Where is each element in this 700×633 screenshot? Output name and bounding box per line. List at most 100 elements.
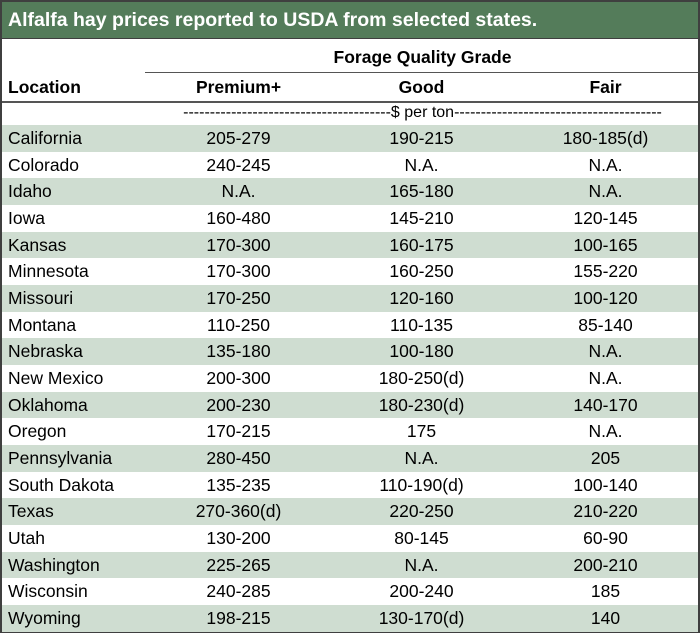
group-header: Forage Quality Grade [333, 47, 512, 67]
table-row: Colorado 240-245 N.A. N.A. [2, 152, 698, 179]
premium-price-cell: 160-480 [206, 208, 271, 229]
premium-price-cell: 135-180 [206, 341, 271, 362]
good-price-cell: 180-230(d) [378, 394, 465, 415]
location-cell: Utah [8, 528, 45, 549]
table-row: New Mexico 200-300 180-250(d) N.A. [2, 365, 698, 392]
good-price-cell: 180-250(d) [378, 368, 465, 389]
good-price-cell: 145-210 [389, 208, 454, 229]
table-row: Kansas 170-300 160-175 100-165 [2, 231, 698, 259]
premium-price-cell: 170-250 [206, 288, 271, 309]
good-price-cell: 220-250 [389, 501, 454, 522]
table-title: Alfalfa hay prices reported to USDA from… [2, 2, 698, 39]
good-price-cell: N.A. [404, 154, 439, 175]
fair-price-cell: 100-140 [573, 474, 638, 495]
location-cell: Wisconsin [8, 581, 88, 602]
location-cell: Washington [8, 554, 100, 575]
table-row: Nebraska 135-180 100-180 N.A. [2, 338, 698, 366]
good-price-cell: 200-240 [389, 581, 454, 602]
table-body: California 205-279 190-215 180-185(d) Colora… [2, 125, 698, 632]
fair-price-cell: N.A. [588, 421, 623, 442]
location-cell: California [8, 128, 82, 148]
fair-price-cell: N.A. [588, 181, 623, 202]
fair-price-cell: 180-185(d) [562, 128, 649, 148]
good-column-header: Good [398, 77, 445, 97]
good-price-cell: 120-160 [389, 288, 454, 309]
location-cell: New Mexico [8, 368, 104, 389]
units-row: ---------------------------------------$… [183, 104, 662, 121]
good-price-cell: 190-215 [389, 128, 454, 148]
group-header-rule [145, 72, 698, 73]
good-price-cell: 100-180 [389, 341, 454, 362]
fair-price-cell: 210-220 [573, 501, 638, 522]
location-cell: Oklahoma [8, 394, 88, 415]
table-row: Idaho N.A. 165-180 N.A. [2, 178, 698, 206]
location-cell: Wyoming [8, 608, 81, 629]
good-price-cell: 80-145 [394, 528, 449, 549]
table-row: Washington 225-265 N.A. 200-210 [2, 551, 698, 579]
table-row: Missouri 170-250 120-160 100-120 [2, 285, 698, 312]
location-cell: Iowa [8, 208, 45, 229]
good-price-cell: 160-175 [389, 234, 454, 255]
location-column-header: Location [8, 77, 81, 97]
premium-price-cell: 270-360(d) [195, 501, 282, 522]
premium-price-cell: N.A. [221, 181, 256, 202]
fair-price-cell: 140 [590, 608, 621, 629]
good-price-cell: 110-135 [390, 314, 453, 335]
fair-price-cell: 140-170 [573, 394, 638, 415]
fair-price-cell: 200-210 [573, 554, 638, 575]
premium-price-cell: 240-285 [206, 581, 271, 602]
premium-column-header: Premium+ [195, 77, 282, 97]
table-row: Oklahoma 200-230 180-230(d) 140-170 [2, 391, 698, 419]
table-row: Utah 130-200 80-145 60-90 [2, 525, 698, 552]
location-cell: Oregon [8, 421, 67, 442]
premium-price-cell: 280-450 [206, 448, 271, 469]
premium-price-cell: 170-300 [206, 234, 271, 255]
location-cell: Texas [8, 501, 54, 522]
location-cell: Idaho [8, 181, 52, 202]
location-cell: Colorado [8, 154, 80, 175]
table-row: Iowa 160-480 145-210 120-145 [2, 205, 698, 232]
fair-price-cell: 120-145 [573, 208, 638, 229]
premium-price-cell: 110-250 [207, 314, 270, 335]
good-price-cell: 160-250 [389, 261, 454, 282]
table-row: Pennsylvania 280-450 N.A. 205 [2, 445, 698, 472]
premium-price-cell: 200-230 [206, 394, 271, 415]
table-row: Minnesota 170-300 160-250 155-220 [2, 258, 698, 285]
table-row: Wisconsin 240-285 200-240 185 [2, 578, 698, 605]
good-price-cell: 175 [406, 421, 437, 442]
table-header: Forage Quality Grade Location Premium+ G… [2, 39, 698, 103]
premium-price-cell: 198-215 [206, 608, 271, 629]
table-row: Texas 270-360(d) 220-250 210-220 [2, 498, 698, 526]
location-cell: Nebraska [8, 341, 83, 362]
good-price-cell: N.A. [404, 448, 439, 469]
premium-price-cell: 170-300 [206, 261, 271, 282]
good-price-cell: 110-190(d) [379, 474, 464, 495]
premium-price-cell: 200-300 [206, 368, 271, 389]
fair-price-cell: 155-220 [573, 261, 638, 282]
fair-price-cell: 100-120 [573, 288, 638, 309]
fair-column-header: Fair [589, 77, 622, 97]
table-row: South Dakota 135-235 110-190(d) 100-140 [2, 472, 698, 499]
premium-price-cell: 130-200 [206, 528, 271, 549]
location-cell: Missouri [8, 288, 74, 309]
location-cell: Kansas [8, 234, 67, 255]
location-cell: Minnesota [8, 261, 89, 282]
premium-price-cell: 205-279 [206, 128, 271, 148]
location-cell: Montana [8, 314, 77, 335]
good-price-cell: 130-170(d) [378, 608, 465, 629]
fair-price-cell: 85-140 [578, 314, 633, 335]
table-row: California 205-279 190-215 180-185(d) [2, 125, 698, 152]
good-price-cell: N.A. [404, 554, 439, 575]
premium-price-cell: 225-265 [206, 554, 271, 575]
fair-price-cell: 205 [590, 448, 621, 469]
location-cell: Pennsylvania [8, 448, 113, 469]
premium-price-cell: 135-235 [206, 474, 271, 495]
fair-price-cell: 60-90 [583, 528, 628, 549]
location-cell: South Dakota [8, 474, 115, 495]
premium-price-cell: 240-245 [206, 154, 271, 175]
premium-price-cell: 170-215 [206, 421, 271, 442]
table-row: Oregon 170-215 175 N.A. [2, 418, 698, 445]
fair-price-cell: N.A. [588, 368, 623, 389]
table-row: Wyoming 198-215 130-170(d) 140 [2, 605, 698, 632]
